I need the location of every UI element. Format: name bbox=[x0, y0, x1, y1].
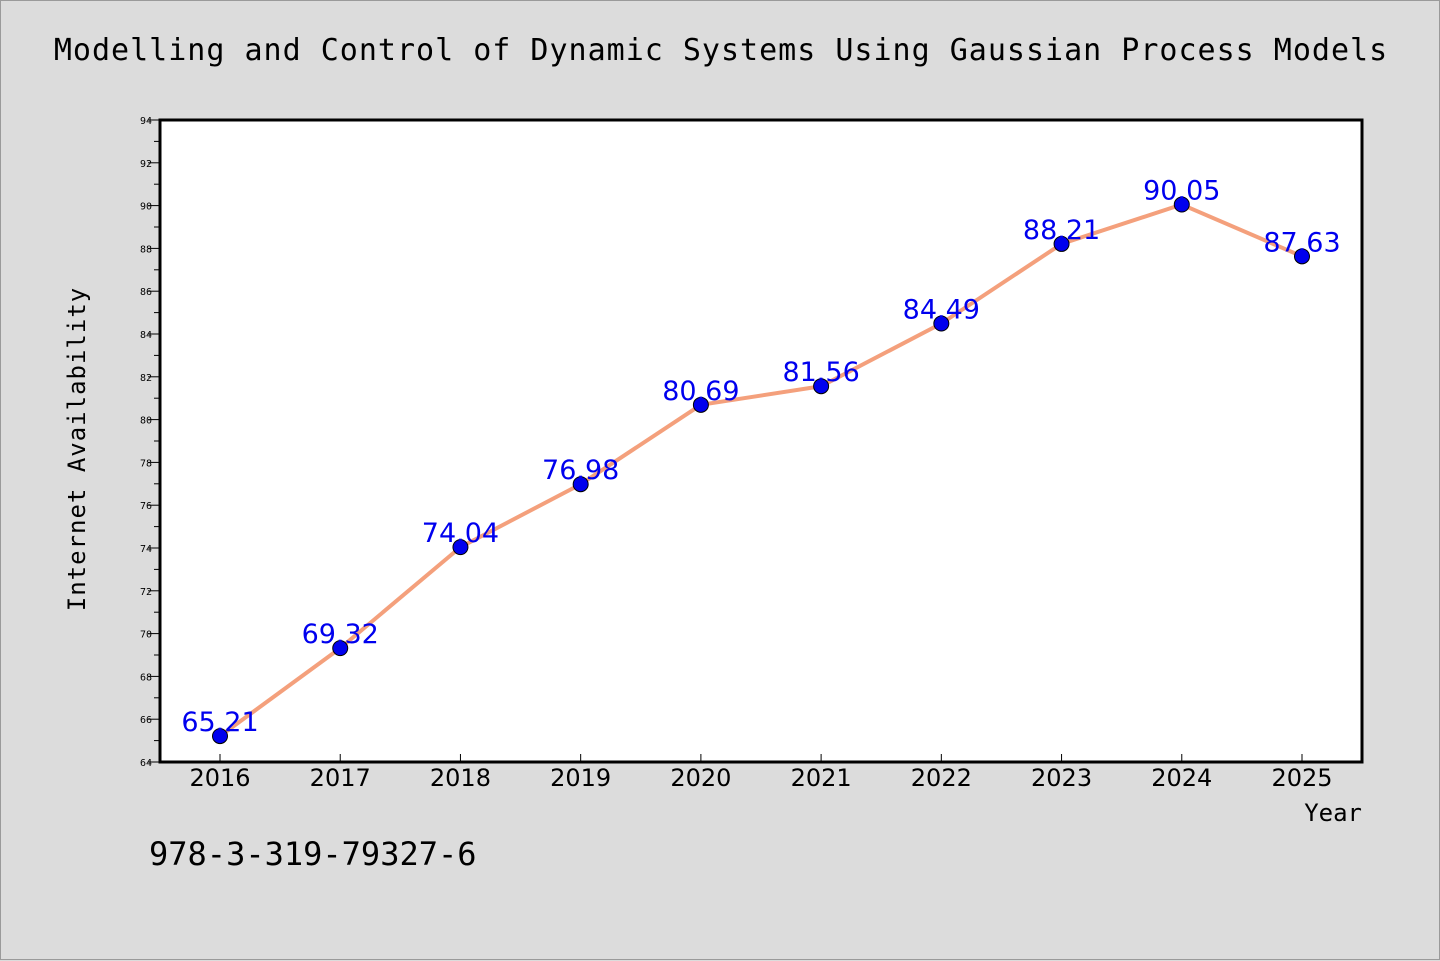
y-tick-label: 64 bbox=[140, 758, 152, 769]
data-point bbox=[933, 315, 950, 332]
data-label: 65.21 bbox=[181, 707, 258, 738]
x-tick-label: 2024 bbox=[1151, 764, 1212, 792]
x-tick-label: 2021 bbox=[791, 764, 852, 792]
y-tick-label: 68 bbox=[140, 672, 152, 683]
y-tick-label: 66 bbox=[140, 715, 152, 726]
x-tick-label: 2020 bbox=[670, 764, 731, 792]
data-label: 69.32 bbox=[302, 619, 379, 650]
x-axis-ticks: 2016 2017 2018 2019 2020 2021 2022 2023 2024 2025 bbox=[189, 754, 1333, 792]
data-point bbox=[332, 640, 349, 657]
y-axis-ticks: 64 66 68 70 72 74 76 78 80 82 84 86 88 90 92 94 bbox=[140, 116, 160, 769]
x-tick-label: 2016 bbox=[189, 764, 250, 792]
y-tick-label: 80 bbox=[140, 416, 152, 427]
data-labels-group: 65.21 69.32 74.04 76.98 80.69 81.56 84.49 88.21… bbox=[181, 176, 1340, 739]
y-tick-label: 90 bbox=[140, 202, 152, 213]
y-tick-label: 72 bbox=[140, 587, 152, 598]
data-point bbox=[1294, 248, 1310, 265]
y-tick-label: 70 bbox=[140, 630, 152, 641]
y-axis-label: Internet Availability bbox=[63, 287, 91, 611]
y-tick-label: 76 bbox=[140, 501, 152, 512]
x-tick-label: 2017 bbox=[310, 764, 371, 792]
x-tick-label: 2023 bbox=[1031, 764, 1092, 792]
data-point bbox=[692, 396, 709, 413]
data-label: 80.69 bbox=[662, 376, 739, 407]
y-tick-label: 84 bbox=[140, 330, 152, 341]
data-point bbox=[452, 539, 469, 556]
y-tick-label: 82 bbox=[140, 373, 152, 384]
y-tick-label: 78 bbox=[140, 458, 152, 469]
data-label: 76.98 bbox=[542, 455, 619, 486]
series-line-group bbox=[218, 202, 1304, 739]
chart-title: Modelling and Control of Dynamic Systems… bbox=[53, 33, 1389, 68]
y-tick-label: 88 bbox=[140, 244, 152, 255]
data-point bbox=[212, 728, 228, 745]
data-point bbox=[1053, 235, 1070, 252]
series-points-group bbox=[212, 196, 1310, 745]
x-tick-label: 2025 bbox=[1271, 764, 1332, 792]
isbn-footer: 978-3-319-79327-6 bbox=[149, 835, 477, 873]
data-label: 88.21 bbox=[1023, 215, 1100, 246]
data-label: 87.63 bbox=[1263, 227, 1340, 258]
x-axis-label: Year bbox=[1304, 799, 1362, 827]
plot-area bbox=[158, 118, 1364, 764]
data-label: 74.04 bbox=[422, 518, 499, 549]
x-tick-label: 2022 bbox=[911, 764, 972, 792]
data-point bbox=[572, 476, 589, 493]
data-label: 81.56 bbox=[782, 357, 859, 388]
y-tick-label: 74 bbox=[140, 544, 152, 555]
data-label: 90.05 bbox=[1143, 176, 1220, 207]
x-tick-label: 2018 bbox=[430, 764, 491, 792]
y-tick-label: 86 bbox=[140, 287, 152, 298]
data-label: 84.49 bbox=[903, 295, 980, 326]
x-tick-label: 2019 bbox=[550, 764, 611, 792]
series-line bbox=[218, 202, 1304, 739]
data-point bbox=[813, 378, 830, 395]
y-tick-label: 94 bbox=[140, 116, 152, 127]
y-tick-label: 92 bbox=[140, 159, 152, 170]
data-point bbox=[1173, 196, 1190, 213]
